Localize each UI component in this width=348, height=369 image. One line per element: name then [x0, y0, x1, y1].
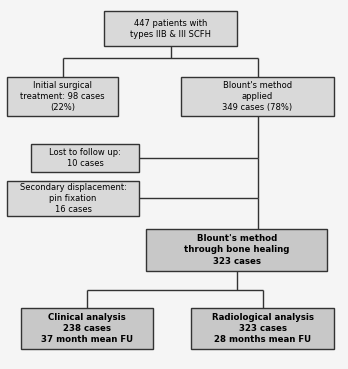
FancyBboxPatch shape	[191, 308, 334, 349]
Text: Radiological analysis
323 cases
28 months mean FU: Radiological analysis 323 cases 28 month…	[212, 313, 314, 344]
Text: 447 patients with
types IIB & III SCFH: 447 patients with types IIB & III SCFH	[130, 18, 211, 39]
FancyBboxPatch shape	[7, 77, 118, 116]
Text: Lost to follow up:
10 cases: Lost to follow up: 10 cases	[49, 148, 121, 168]
Text: Clinical analysis
238 cases
37 month mean FU: Clinical analysis 238 cases 37 month mea…	[41, 313, 133, 344]
FancyBboxPatch shape	[7, 181, 139, 216]
FancyBboxPatch shape	[21, 308, 153, 349]
Text: Secondary displacement:
pin fixation
16 cases: Secondary displacement: pin fixation 16 …	[19, 183, 127, 214]
FancyBboxPatch shape	[146, 229, 327, 271]
FancyBboxPatch shape	[104, 11, 237, 46]
FancyBboxPatch shape	[31, 144, 139, 172]
Text: Initial surgical
treatment: 98 cases
(22%): Initial surgical treatment: 98 cases (22…	[20, 81, 105, 113]
Text: Blount's method
applied
349 cases (78%): Blount's method applied 349 cases (78%)	[222, 81, 293, 113]
FancyBboxPatch shape	[181, 77, 334, 116]
Text: Blount's method
through bone healing
323 cases: Blount's method through bone healing 323…	[184, 234, 289, 266]
